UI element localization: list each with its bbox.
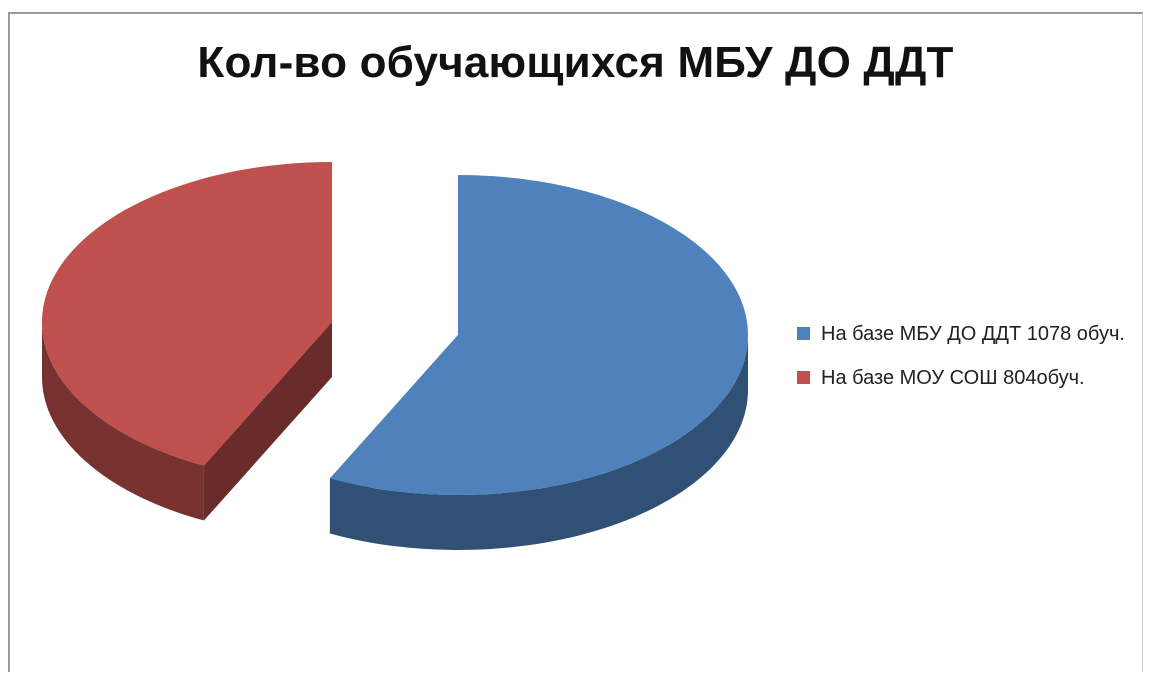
- legend-label-mbu: На базе МБУ ДО ДДТ 1078 обуч.: [821, 323, 1125, 345]
- legend-item-mou: На базе МОУ СОШ 804обуч.: [797, 362, 1142, 394]
- chart-title: Кол-во обучающихся МБУ ДО ДДТ: [197, 38, 954, 87]
- legend-item-mbu: На базе МБУ ДО ДДТ 1078 обуч.: [797, 318, 1142, 350]
- legend-swatch-mbu: [797, 327, 810, 340]
- pie-slice-mou-cut-face-1: [203, 322, 332, 521]
- pie-slice-mbu-side: [329, 335, 748, 550]
- legend-swatch-mou: [797, 371, 810, 384]
- pie-slice-mou-side: [42, 322, 204, 521]
- pie-slice-mou-top: [42, 162, 332, 466]
- pie-slice-mbu-top: [329, 175, 749, 496]
- legend-label-mou: На базе МОУ СОШ 804обуч.: [821, 367, 1085, 389]
- legend: На базе МБУ ДО ДДТ 1078 обуч. На базе МО…: [797, 318, 1142, 406]
